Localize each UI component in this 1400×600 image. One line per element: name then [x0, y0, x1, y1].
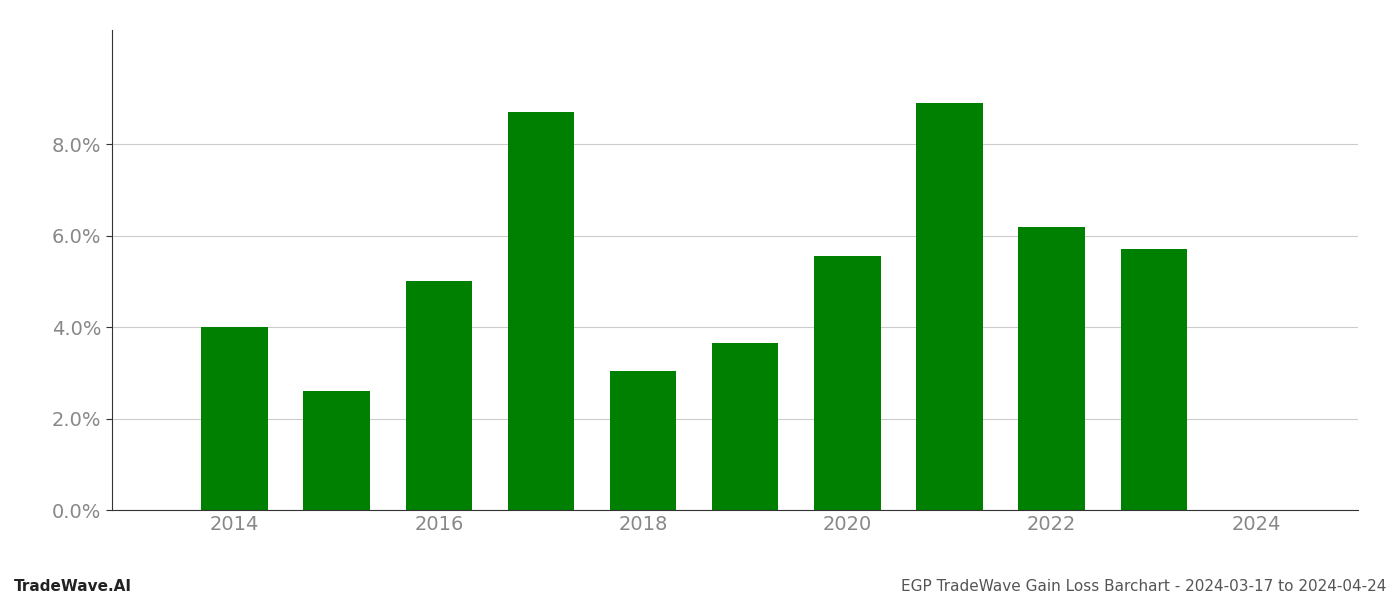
Bar	[406, 281, 472, 510]
Bar	[815, 256, 881, 510]
Bar	[508, 112, 574, 510]
Text: TradeWave.AI: TradeWave.AI	[14, 579, 132, 594]
Bar	[713, 343, 778, 510]
Bar	[202, 327, 267, 510]
Text: EGP TradeWave Gain Loss Barchart - 2024-03-17 to 2024-04-24: EGP TradeWave Gain Loss Barchart - 2024-…	[900, 579, 1386, 594]
Bar	[304, 391, 370, 510]
Bar	[1120, 250, 1187, 510]
Bar	[610, 371, 676, 510]
Bar	[1018, 227, 1085, 510]
Bar	[916, 103, 983, 510]
